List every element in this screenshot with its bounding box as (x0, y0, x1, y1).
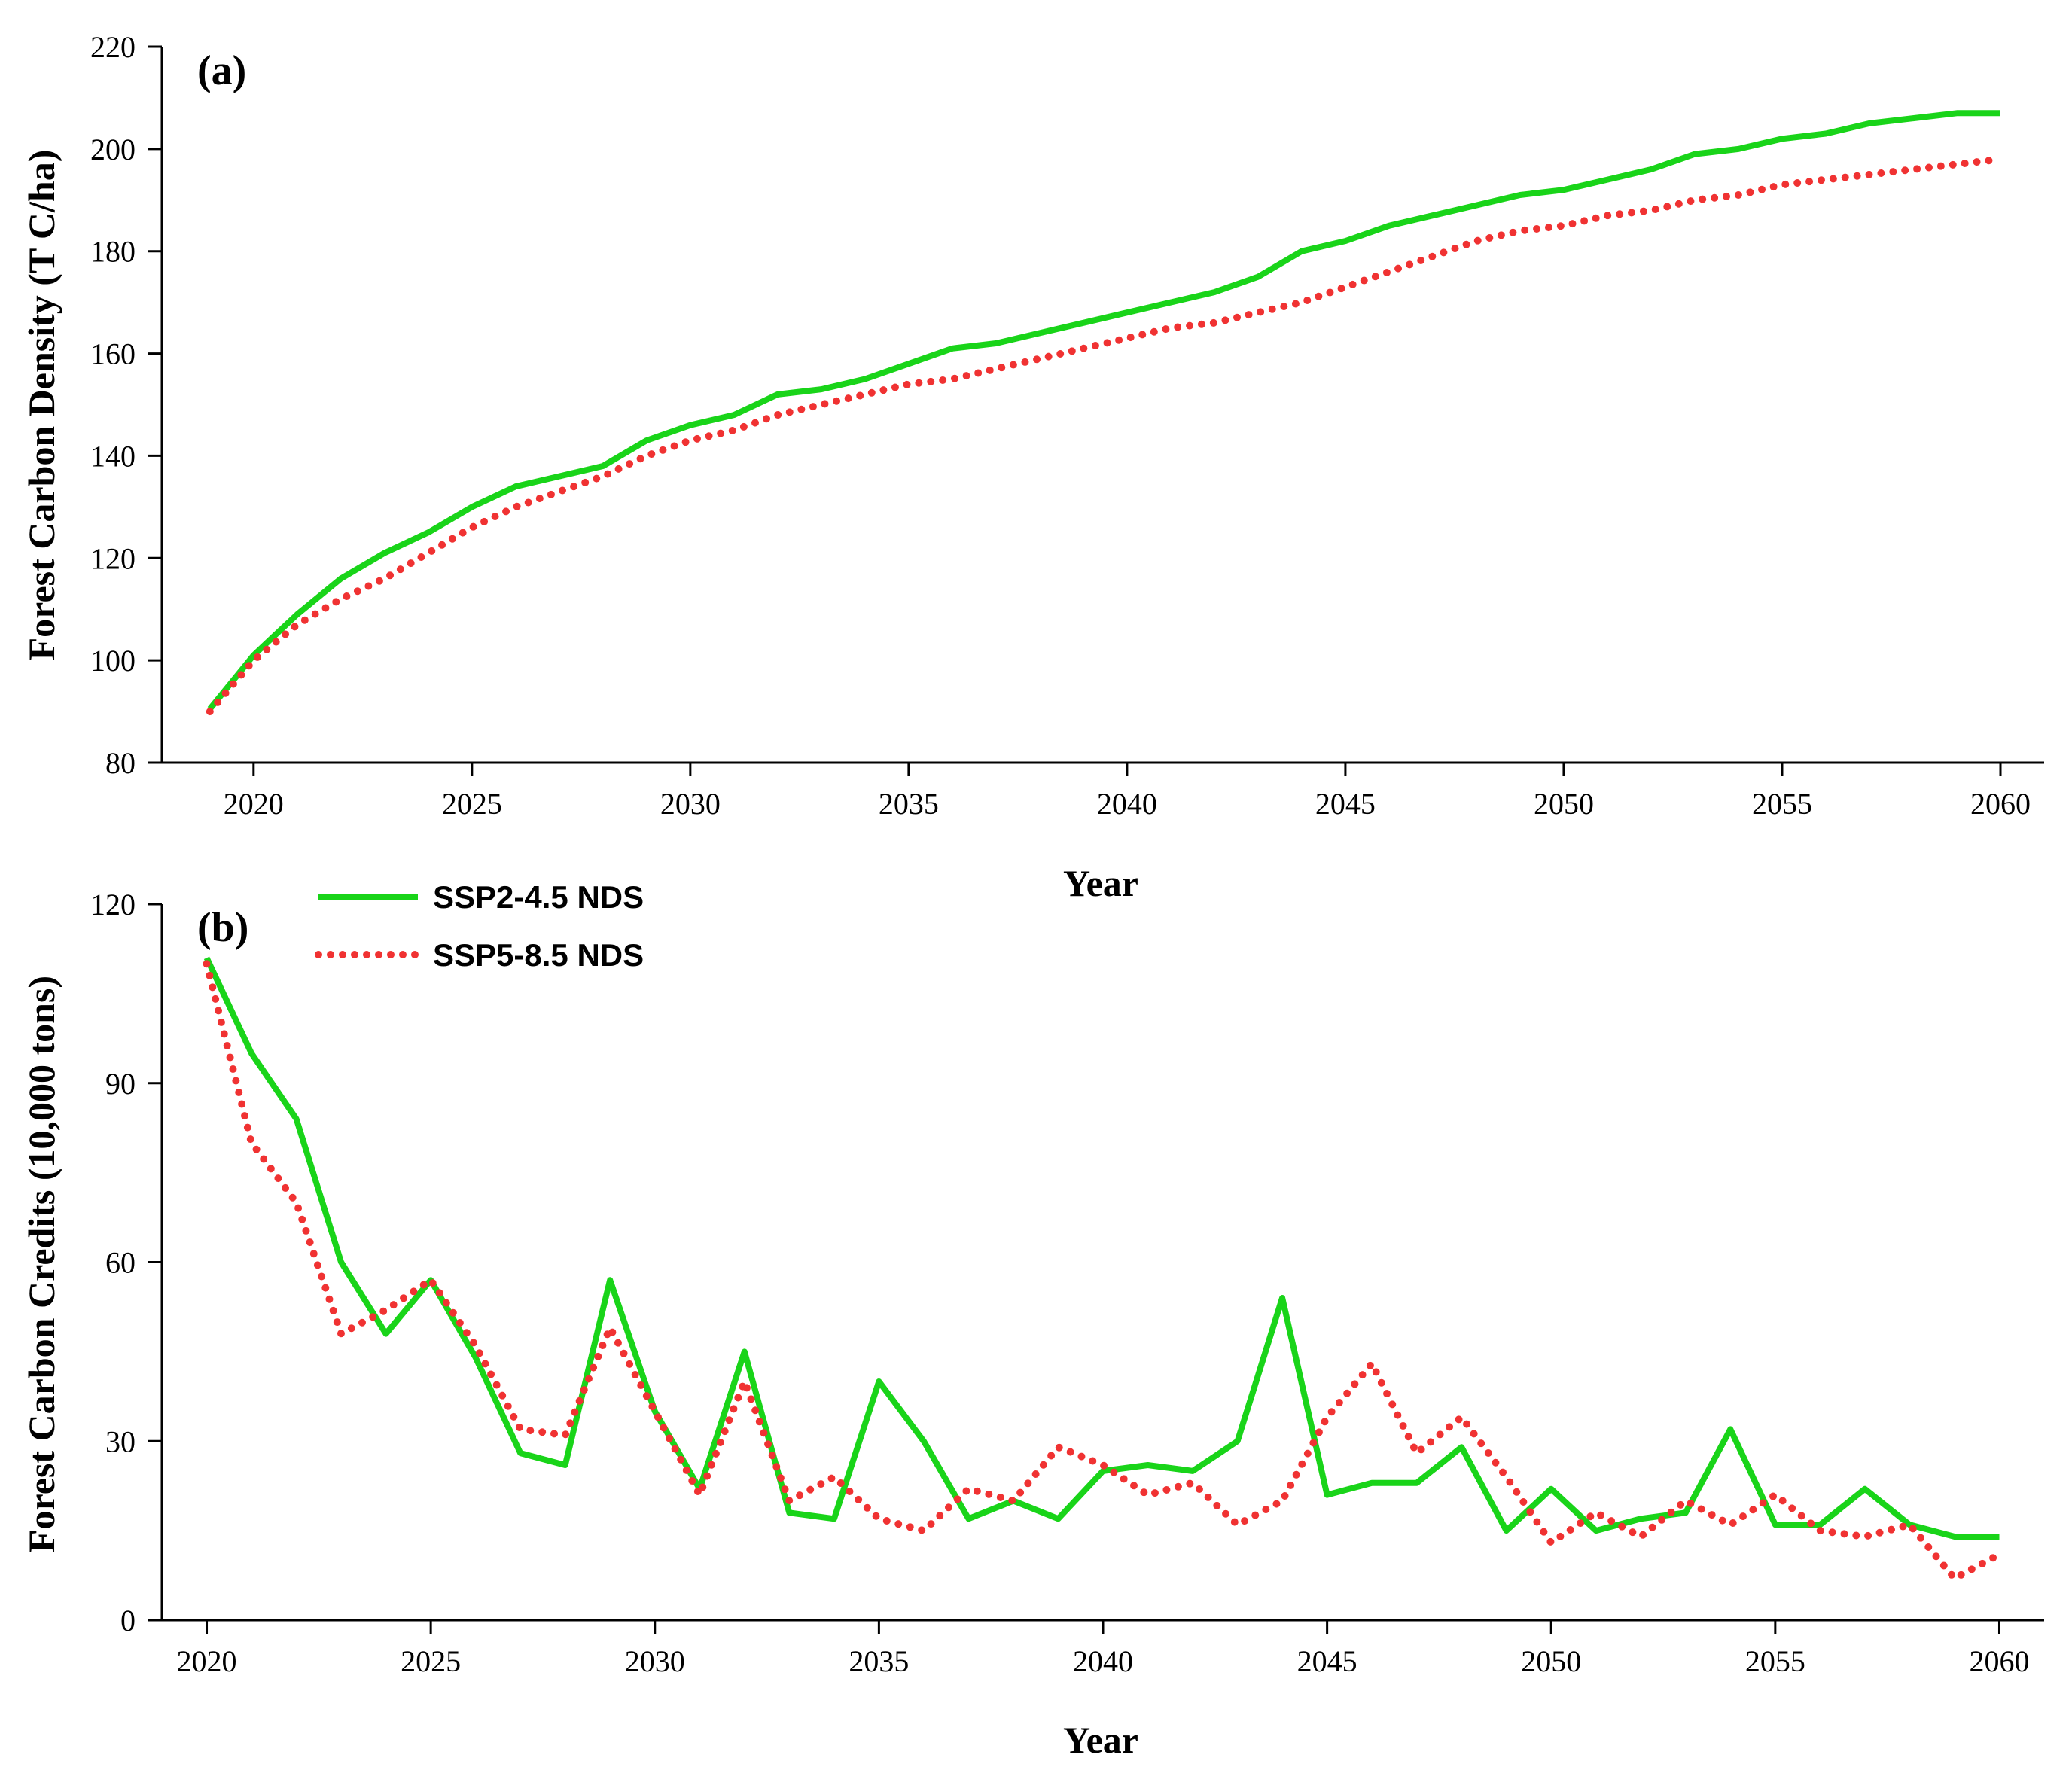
panel-b-series (203, 956, 2003, 1583)
panel-a-label: (a) (197, 47, 246, 94)
legend-label-ssp245: SSP2-4.5 NDS (433, 879, 644, 915)
x-tick-label: 2020 (177, 1644, 237, 1678)
x-tick-label: 2030 (660, 787, 721, 821)
panel-a-y-axis-title: Forest Carbon Density (T C/ha) (20, 150, 62, 661)
x-tick-label: 2050 (1521, 1644, 1581, 1678)
panel-b-x-axis-title: Year (1063, 1719, 1138, 1761)
x-tick-label: 2020 (224, 787, 284, 821)
y-tick-label: 200 (90, 133, 136, 166)
y-tick-label: 220 (90, 30, 136, 64)
x-tick-label: 2060 (1970, 787, 2031, 821)
y-tick-label: 180 (90, 235, 136, 269)
x-tick-label: 2045 (1297, 1644, 1357, 1678)
x-tick-label: 2040 (1073, 1644, 1133, 1678)
x-tick-label: 2025 (442, 787, 502, 821)
series-line-ssp245 (203, 956, 2000, 1540)
x-tick-label: 2055 (1752, 787, 1812, 821)
x-tick-label: 2045 (1315, 787, 1376, 821)
panel-b-carbon-credits: 2020 2025 2030 2035 2040 2045 2050 2055 2060 0 30 6… (20, 879, 2044, 1761)
y-tick-label: 30 (105, 1424, 136, 1458)
y-tick-label: 120 (90, 541, 136, 575)
y-tick-label: 80 (105, 746, 136, 780)
panel-a-carbon-density: 2020 2025 2030 2035 2040 2045 2050 2055 2060 80 10… (20, 30, 2044, 904)
series-line-ssp585 (206, 155, 2004, 716)
panel-b-y-axis-title: Forest Carbon Credits (10,000 tons) (20, 976, 62, 1552)
panel-b-label: (b) (197, 904, 248, 951)
x-tick-label: 2055 (1745, 1644, 1805, 1678)
x-tick-label: 2030 (625, 1644, 685, 1678)
panel-a-series (206, 110, 2004, 716)
x-tick-label: 2050 (1534, 787, 1594, 821)
panel-a-axes: 2020 2025 2030 2035 2040 2045 2050 2055 2060 80 10… (90, 30, 2044, 821)
x-tick-label: 2035 (879, 787, 939, 821)
legend: SSP2-4.5 NDS SSP5-8.5 NDS (315, 879, 644, 973)
legend-label-ssp585: SSP5-8.5 NDS (433, 937, 644, 973)
y-tick-label: 90 (105, 1067, 136, 1101)
y-tick-label: 120 (90, 888, 136, 921)
panel-b-axes: 2020 2025 2030 2035 2040 2045 2050 2055 2060 0 30 6… (90, 888, 2044, 1678)
y-tick-label: 0 (120, 1604, 136, 1637)
series-line-ssp245 (207, 110, 2000, 711)
y-tick-label: 60 (105, 1246, 136, 1280)
x-tick-label: 2025 (401, 1644, 461, 1678)
x-tick-label: 2060 (1969, 1644, 2029, 1678)
x-tick-label: 2035 (849, 1644, 909, 1678)
series-line-ssp585 (203, 960, 2003, 1583)
y-tick-label: 140 (90, 439, 136, 473)
x-tick-label: 2040 (1097, 787, 1157, 821)
y-tick-label: 160 (90, 337, 136, 371)
panel-a-x-axis-title: Year (1063, 862, 1138, 904)
y-tick-label: 100 (90, 644, 136, 678)
